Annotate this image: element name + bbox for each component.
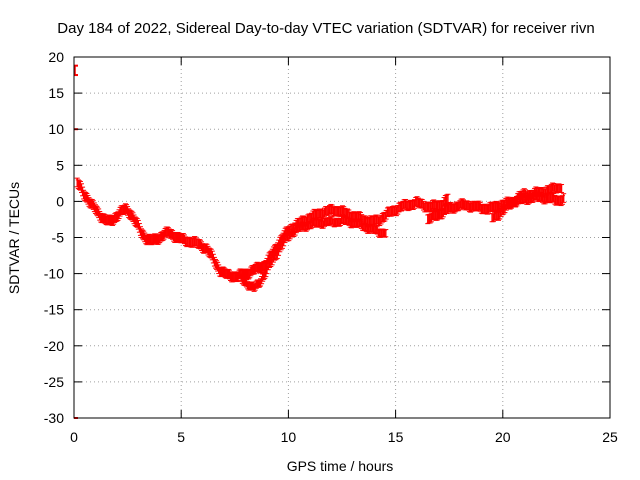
x-tick-label: 20 (495, 429, 511, 445)
series-band-a (74, 177, 451, 283)
y-tick-label: 15 (48, 85, 64, 101)
y-tick-label: -15 (44, 302, 64, 318)
tick-layer: 20 15 10 5 0 -5 -10 -15 -20 -25 -30 0 5 10 15 20 25 (44, 49, 618, 445)
y-tick-label: -5 (52, 230, 65, 246)
y-tick-label: -10 (44, 266, 64, 282)
y-tick-label: -20 (44, 338, 64, 354)
y-tick-label: -25 (44, 374, 64, 390)
x-tick-label: 0 (70, 429, 78, 445)
series-band-d (489, 182, 565, 223)
y-axis-label: SDTVAR / TECUs (6, 182, 22, 294)
x-tick-label: 25 (602, 429, 618, 445)
y-tick-label: 0 (56, 193, 64, 209)
x-tick-label: 15 (388, 429, 404, 445)
data-layer (74, 64, 567, 419)
y-tick-label: 5 (56, 157, 64, 173)
y-tick-label: -30 (44, 410, 64, 426)
x-tick-label: 10 (281, 429, 297, 445)
y-tick-label: 10 (48, 121, 64, 137)
x-axis-label: GPS time / hours (287, 458, 394, 474)
chart-title: Day 184 of 2022, Sidereal Day-to-day VTE… (57, 20, 594, 37)
x-tick-label: 5 (177, 429, 185, 445)
series-band-b (238, 214, 389, 292)
y-tick-label: 20 (48, 49, 64, 65)
